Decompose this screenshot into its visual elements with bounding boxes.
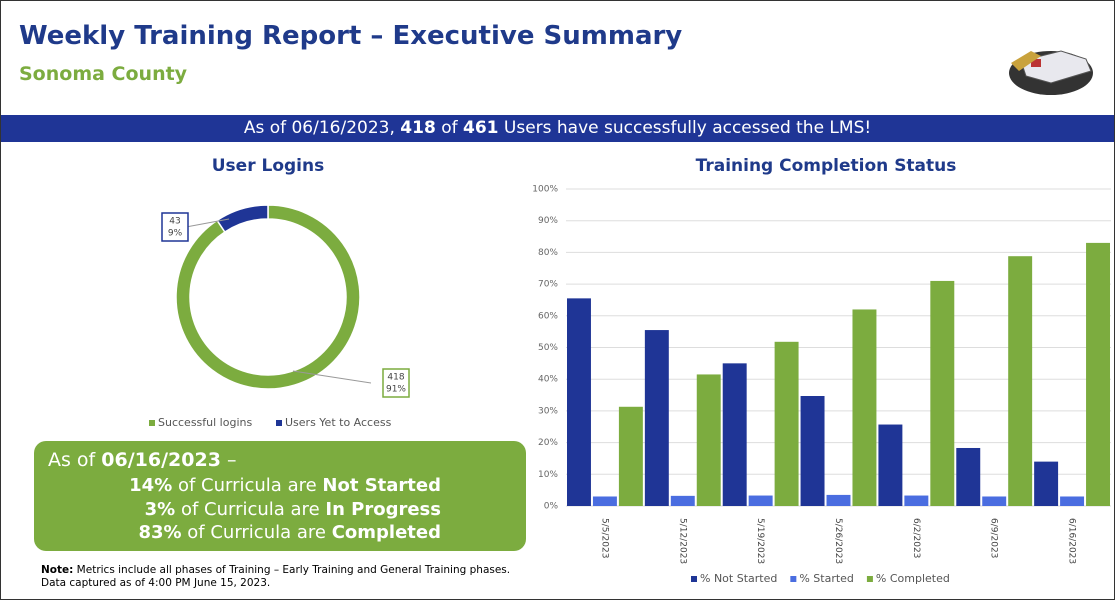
bar — [800, 396, 825, 506]
summary-text: of Curricula are — [175, 498, 326, 520]
donut-slice — [216, 204, 269, 234]
bar — [696, 374, 721, 506]
legend-label: Successful logins — [158, 416, 252, 429]
x-tick-label: 5/12/2023 — [677, 518, 687, 564]
banner-text: of — [435, 118, 463, 138]
summary-text: – — [220, 449, 237, 471]
summary-text: Not Started — [322, 475, 441, 496]
bar — [774, 341, 799, 506]
bar — [1060, 496, 1085, 506]
legend-swatch — [691, 576, 697, 582]
banner-text: 418 — [400, 118, 436, 138]
title: Weekly Training Report – Executive Summa… — [19, 21, 683, 51]
y-tick-label: 10% — [538, 470, 558, 480]
donut-slice — [175, 204, 361, 390]
bar — [1086, 242, 1110, 506]
chart-title: User Logins — [212, 156, 324, 176]
legend-label: Users Yet to Access — [285, 416, 392, 429]
label-box — [161, 212, 189, 242]
y-tick-label: 30% — [538, 406, 558, 416]
y-tick-label: 40% — [538, 375, 558, 385]
bar — [956, 447, 981, 506]
leader-line — [185, 218, 230, 228]
y-tick-label: 0% — [544, 502, 559, 512]
subtitle: Sonoma County — [19, 63, 188, 85]
bar — [618, 406, 643, 506]
bar — [722, 363, 747, 506]
legend-label: % Started — [799, 572, 854, 585]
data-label: 43 — [169, 217, 180, 227]
y-tick-label: 20% — [538, 438, 558, 448]
bar — [592, 496, 617, 506]
summary-line: 83% of Curricula are Completed — [138, 522, 441, 543]
summary-text: of Curricula are — [181, 522, 332, 543]
y-tick-label: 70% — [538, 280, 558, 290]
summary-text: Completed — [331, 522, 441, 543]
bar — [982, 496, 1007, 506]
summary-box: As of 06/16/2023 – 14% of Curricula are N… — [34, 441, 526, 551]
summary-text: 3% — [144, 498, 176, 520]
summary-text: 14% — [129, 475, 173, 496]
x-tick-label: 5/26/2023 — [833, 518, 843, 564]
leader-line — [292, 370, 372, 384]
data-label: 91% — [386, 385, 406, 395]
summary-text: As of — [48, 449, 102, 471]
y-tick-label: 100% — [532, 185, 558, 195]
chart-title: Training Completion Status — [696, 156, 957, 176]
y-tick-label: 60% — [538, 311, 558, 321]
label-box — [382, 368, 410, 398]
bar — [567, 298, 591, 506]
banner-text: As of 06/16/2023, — [243, 118, 401, 138]
legend-swatch — [790, 576, 797, 582]
summary-text: 83% — [138, 522, 182, 543]
banner-text: Users have successfully accessed the LMS… — [498, 118, 872, 138]
summary-line: 14% of Curricula are Not Started — [129, 475, 441, 496]
bar — [904, 495, 929, 506]
bar — [748, 495, 773, 506]
summary-text: 06/16/2023 — [101, 449, 221, 471]
legend-swatch — [866, 576, 873, 582]
bar — [826, 494, 851, 506]
note-text: Note: — [41, 564, 74, 576]
x-tick-label: 6/9/2023 — [989, 518, 999, 558]
data-label: 9% — [168, 229, 183, 239]
legend-swatch — [276, 420, 282, 426]
summary-text: In Progress — [325, 498, 441, 520]
bar — [644, 330, 669, 506]
logo — [1009, 50, 1093, 95]
bar — [1034, 461, 1059, 506]
legend-label: % Completed — [876, 572, 950, 585]
x-tick-label: 6/16/2023 — [1067, 518, 1077, 564]
summary-line: 3% of Curricula are In Progress — [145, 499, 441, 520]
bar — [930, 280, 955, 506]
y-tick-label: 50% — [538, 343, 558, 353]
x-tick-label: 5/19/2023 — [755, 518, 765, 564]
banner-text: 461 — [463, 118, 499, 138]
legend-swatch — [149, 420, 155, 426]
y-tick-label: 90% — [538, 216, 558, 226]
bar — [852, 309, 877, 506]
bar — [670, 495, 695, 506]
bar — [878, 424, 903, 506]
legend-label: % Not Started — [700, 572, 777, 585]
y-tick-label: 80% — [538, 248, 558, 258]
data-label: 418 — [387, 373, 404, 383]
summary-text: of Curricula are — [172, 475, 323, 496]
summary-intro: As of 06/16/2023 – — [48, 449, 236, 471]
banner: As of 06/16/2023, 418 of 461 Users have … — [1, 115, 1114, 142]
bar — [1008, 256, 1033, 506]
x-tick-label: 6/2/2023 — [911, 518, 921, 558]
note-text: Metrics include all phases of Training –… — [41, 564, 511, 589]
x-tick-label: 5/5/2023 — [599, 518, 609, 558]
note: Note: Metrics include all phases of Trai… — [41, 564, 521, 590]
